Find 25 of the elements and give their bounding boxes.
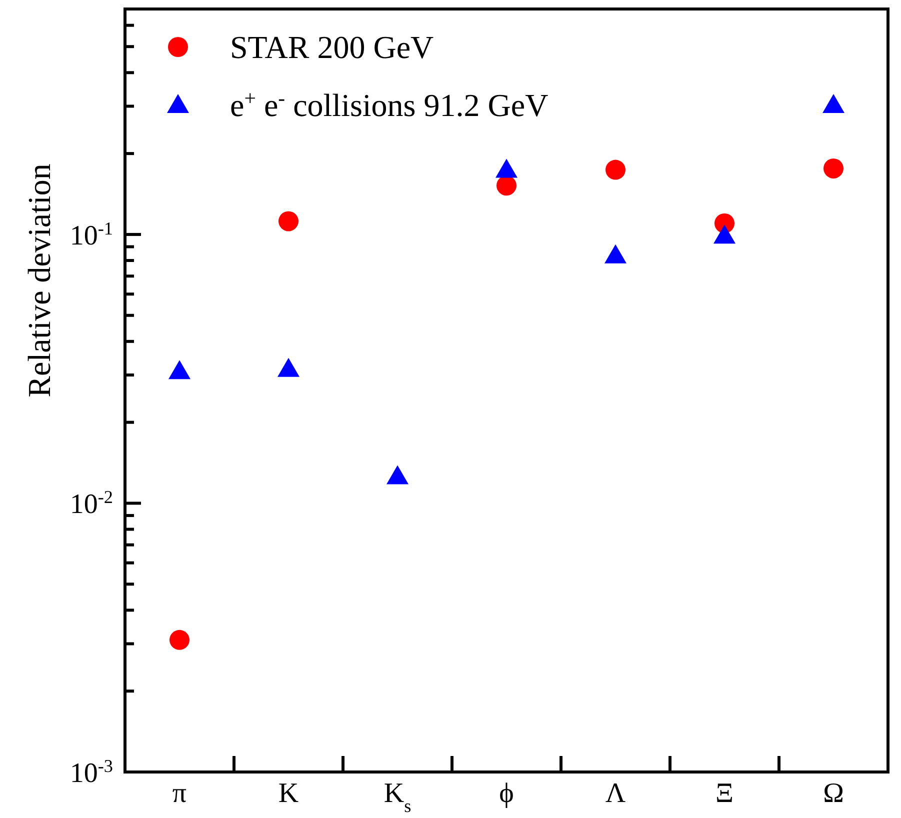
y-tick-label: 10$^{-3}$	[70, 756, 113, 789]
legend-label: STAR 200 GeV	[230, 29, 434, 65]
point	[604, 244, 626, 264]
y-tick-label: 10$^{-2}$	[70, 487, 113, 520]
point	[606, 160, 626, 180]
point	[386, 465, 408, 484]
x-tick-label: Ξ	[715, 778, 734, 809]
legend-label: e$^{+}$ e$^{-}$ collisions 91.2 GeV	[230, 86, 548, 123]
point	[168, 360, 190, 380]
point	[822, 94, 844, 114]
point	[278, 211, 298, 232]
point	[714, 224, 736, 244]
x-tick-label: Ω	[823, 778, 844, 809]
x-tick-label: K$_{s}$	[384, 778, 412, 816]
point	[824, 158, 844, 178]
y-axis-title: Relative deviation	[21, 164, 57, 398]
point	[278, 358, 300, 377]
y-tick-label: 10$^{-1}$	[70, 218, 113, 252]
point	[496, 176, 516, 196]
point	[170, 630, 190, 650]
x-tick-label: π	[172, 778, 187, 809]
x-tick-label: ϕ	[499, 778, 514, 809]
x-tick-label: K	[278, 778, 299, 809]
point	[496, 158, 518, 178]
x-tick-label: Λ	[605, 778, 626, 809]
